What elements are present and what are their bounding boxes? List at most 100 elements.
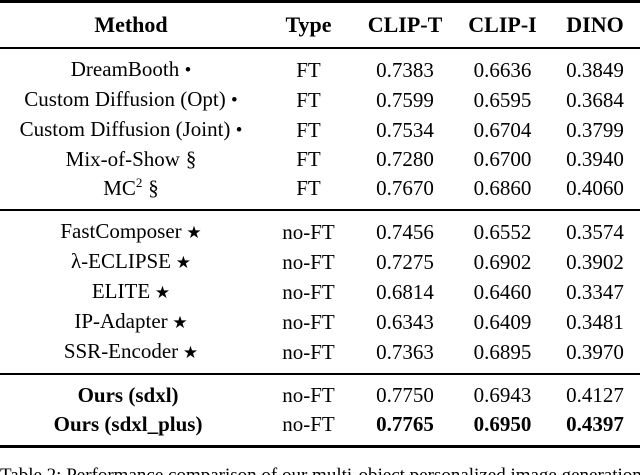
- clip-i-value: 0.6704: [473, 117, 532, 142]
- method-cell: Mix-of-Show §: [0, 145, 262, 174]
- star-icon: ★: [175, 253, 192, 272]
- clip-t-value: 0.6343: [376, 309, 434, 334]
- star-icon: ★: [172, 313, 188, 332]
- star-icon: ★: [154, 283, 171, 302]
- star-icon: ★: [186, 223, 202, 242]
- col-header-method: Method: [94, 12, 168, 37]
- table-row: MC2 § FT 0.7670 0.6860 0.4060: [0, 174, 640, 210]
- dino-value: 0.4060: [566, 176, 624, 200]
- table-header: Method Type CLIP-T CLIP-I DINO: [0, 2, 640, 48]
- type-cell: FT: [296, 147, 321, 171]
- dino-value: 0.3684: [566, 87, 624, 112]
- clip-t-value: 0.7534: [376, 117, 434, 142]
- clip-i-value: 0.6860: [473, 176, 532, 200]
- table-row: FastComposer ★ no-FT 0.7456 0.6552 0.3574: [0, 210, 640, 247]
- method-cell: DreamBooth •: [0, 48, 262, 85]
- clip-i-value: 0.6409: [473, 309, 532, 334]
- method-name: Mix-of-Show: [65, 147, 180, 171]
- method-cell: λ-ECLIPSE ★: [0, 247, 262, 277]
- clip-i-value: 0.6700: [473, 147, 532, 171]
- method-superscript: 2: [135, 175, 143, 190]
- table-row: λ-ECLIPSE ★ no-FT 0.7275 0.6902 0.3902: [0, 247, 640, 277]
- dino-value: 0.4397: [566, 412, 624, 436]
- clip-i-value: 0.6595: [473, 87, 532, 112]
- type-cell: no-FT: [282, 339, 335, 364]
- type-cell: FT: [296, 87, 321, 112]
- table-row: Mix-of-Show § FT 0.7280 0.6700 0.3940: [0, 145, 640, 174]
- method-name: Custom Diffusion (Joint): [19, 117, 231, 141]
- type-cell: no-FT: [282, 249, 335, 274]
- method-cell: SSR-Encoder ★: [0, 337, 262, 374]
- clip-t-value: 0.7599: [376, 87, 434, 112]
- dino-value: 0.3347: [566, 279, 624, 304]
- method-cell: Custom Diffusion (Opt) •: [0, 85, 262, 115]
- method-name: ELITE: [91, 279, 151, 303]
- section-sign-icon: §: [185, 147, 197, 171]
- method-cell: Ours (sdxl_plus): [0, 410, 262, 447]
- clip-t-value: 0.7456: [376, 219, 434, 244]
- clip-i-value: 0.6460: [473, 279, 532, 304]
- dino-value: 0.4127: [566, 383, 624, 407]
- type-cell: no-FT: [282, 383, 335, 407]
- clip-i-value: 0.6902: [473, 249, 532, 274]
- table-caption: Table 2: Performance comparison of our m…: [0, 466, 640, 475]
- col-header-clip-i: CLIP-I: [468, 12, 537, 37]
- method-name: DreamBooth: [70, 57, 180, 81]
- clip-t-value: 0.7275: [376, 249, 434, 274]
- method-cell: ELITE ★: [0, 277, 262, 307]
- method-name: SSR-Encoder: [63, 339, 179, 363]
- table-row: Ours (sdxl) no-FT 0.7750 0.6943 0.4127: [0, 374, 640, 410]
- section-ours: Ours (sdxl) no-FT 0.7750 0.6943 0.4127 O…: [0, 374, 640, 447]
- dino-value: 0.3902: [566, 249, 624, 274]
- dino-value: 0.3849: [566, 57, 624, 82]
- col-header-clip-t: CLIP-T: [367, 12, 443, 37]
- section-no-finetuning: FastComposer ★ no-FT 0.7456 0.6552 0.3574…: [0, 210, 640, 374]
- type-cell: no-FT: [282, 219, 335, 244]
- method-name: MC: [103, 176, 136, 200]
- bullet-icon: •: [231, 90, 238, 111]
- type-cell: FT: [296, 117, 321, 142]
- dino-value: 0.3799: [566, 117, 624, 142]
- table-row: Custom Diffusion (Joint) • FT 0.7534 0.67…: [0, 115, 640, 145]
- clip-t-value: 0.7280: [376, 147, 434, 171]
- type-cell: FT: [296, 176, 321, 200]
- clip-t-value: 0.7383: [376, 57, 434, 82]
- clip-t-value: 0.6814: [376, 279, 434, 304]
- dino-value: 0.3481: [566, 309, 624, 334]
- type-cell: FT: [296, 57, 321, 82]
- method-name: IP-Adapter: [74, 309, 168, 333]
- clip-i-value: 0.6895: [473, 339, 532, 364]
- method-cell: IP-Adapter ★: [0, 307, 262, 337]
- clip-i-value: 0.6943: [473, 383, 532, 407]
- table-row: Ours (sdxl_plus) no-FT 0.7765 0.6950 0.4…: [0, 410, 640, 447]
- clip-t-value: 0.7765: [376, 412, 434, 436]
- clip-t-value: 0.7670: [376, 176, 434, 200]
- table-row: DreamBooth • FT 0.7383 0.6636 0.3849: [0, 48, 640, 85]
- method-cell: Custom Diffusion (Joint) •: [0, 115, 262, 145]
- table-row: Custom Diffusion (Opt) • FT 0.7599 0.6595…: [0, 85, 640, 115]
- clip-t-value: 0.7750: [376, 383, 434, 407]
- star-icon: ★: [182, 343, 199, 362]
- table-row: SSR-Encoder ★ no-FT 0.7363 0.6895 0.3970: [0, 337, 640, 374]
- bullet-icon: •: [235, 120, 243, 141]
- type-cell: no-FT: [282, 279, 335, 304]
- method-name: λ-ECLIPSE: [70, 249, 172, 273]
- clip-i-value: 0.6950: [473, 412, 532, 436]
- dino-value: 0.3970: [566, 339, 624, 364]
- section-finetuning: DreamBooth • FT 0.7383 0.6636 0.3849 Cust…: [0, 48, 640, 210]
- section-sign-icon: §: [148, 176, 159, 200]
- method-name: Ours (sdxl): [77, 383, 179, 407]
- clip-i-value: 0.6552: [473, 219, 532, 244]
- method-cell: FastComposer ★: [0, 210, 262, 247]
- method-cell: Ours (sdxl): [0, 374, 262, 410]
- results-table: Method Type CLIP-T CLIP-I DINO DreamBoot…: [0, 0, 640, 448]
- type-cell: no-FT: [282, 309, 335, 334]
- method-cell: MC2 §: [0, 174, 262, 210]
- clip-i-value: 0.6636: [473, 57, 532, 82]
- bullet-icon: •: [184, 60, 192, 81]
- method-name: Ours (sdxl_plus): [53, 412, 203, 436]
- table-row: IP-Adapter ★ no-FT 0.6343 0.6409 0.3481: [0, 307, 640, 337]
- method-name: Custom Diffusion (Opt): [24, 87, 226, 111]
- type-cell: no-FT: [282, 412, 335, 436]
